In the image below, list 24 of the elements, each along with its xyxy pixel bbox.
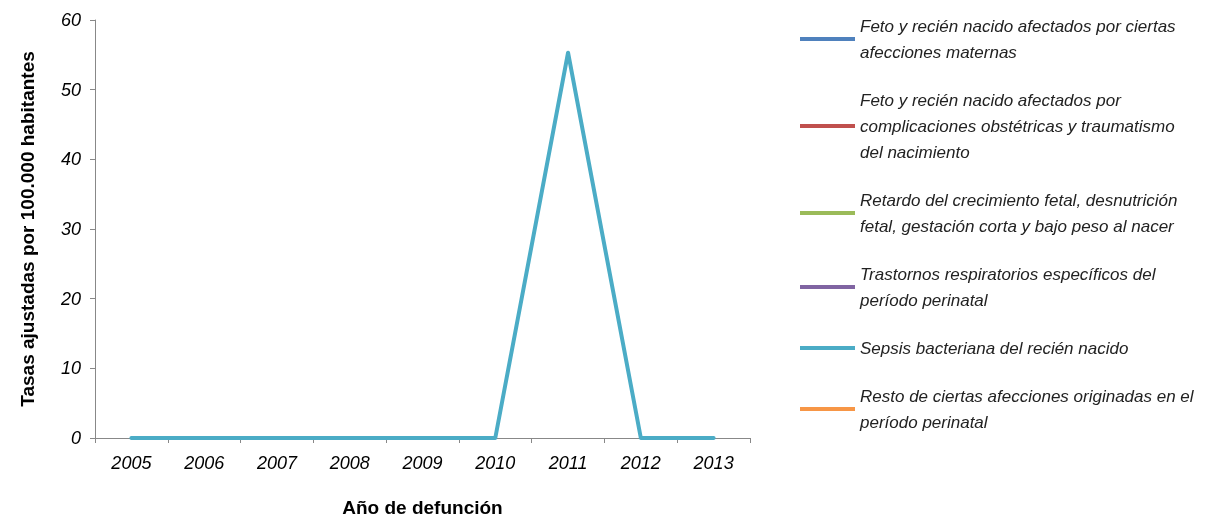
x-tick-label: 2006: [183, 453, 226, 473]
legend-label: Retardo del crecimiento fetal, desnutrición fetal, gestación corta y bajo peso al nacer: [860, 190, 1183, 236]
x-tick-label: 2009: [401, 453, 443, 473]
legend-label: Feto y recién nacido afectados por ciertas afecciones maternas: [860, 16, 1181, 62]
y-tick-label: 10: [60, 358, 81, 379]
x-tick-label: 2013: [692, 453, 734, 473]
x-tick-label: 2010: [474, 453, 516, 473]
y-tick-label: 30: [60, 219, 81, 239]
legend-label: Feto y recién nacido afectados por complicaciones obstétricas y traumatismo del nacimiento: [860, 90, 1180, 162]
y-tick-label: 40: [60, 149, 81, 170]
x-axis-title: Año de defunción: [342, 497, 503, 518]
x-tick-label: 2008: [328, 453, 370, 473]
legend-label: Resto de ciertas afecciones originadas en el período perinatal: [859, 386, 1199, 432]
y-tick-label: 50: [60, 79, 81, 100]
legend-label: Trastornos respiratorios específicos del período perinatal: [859, 264, 1161, 310]
legend-label: Sepsis bacteriana del recién nacido: [860, 338, 1129, 358]
y-tick-label: 20: [59, 288, 81, 309]
y-axis-title: Tasas ajustadas por 100.000 habitantes: [17, 51, 38, 407]
x-tick-label: 2012: [619, 453, 661, 473]
x-tick-label: 2011: [547, 453, 588, 473]
x-tick-label: 2005: [110, 453, 153, 473]
y-tick-label: 60: [60, 10, 81, 30]
x-tick-label: 2007: [255, 453, 298, 473]
y-tick-label: 0: [70, 428, 81, 448]
